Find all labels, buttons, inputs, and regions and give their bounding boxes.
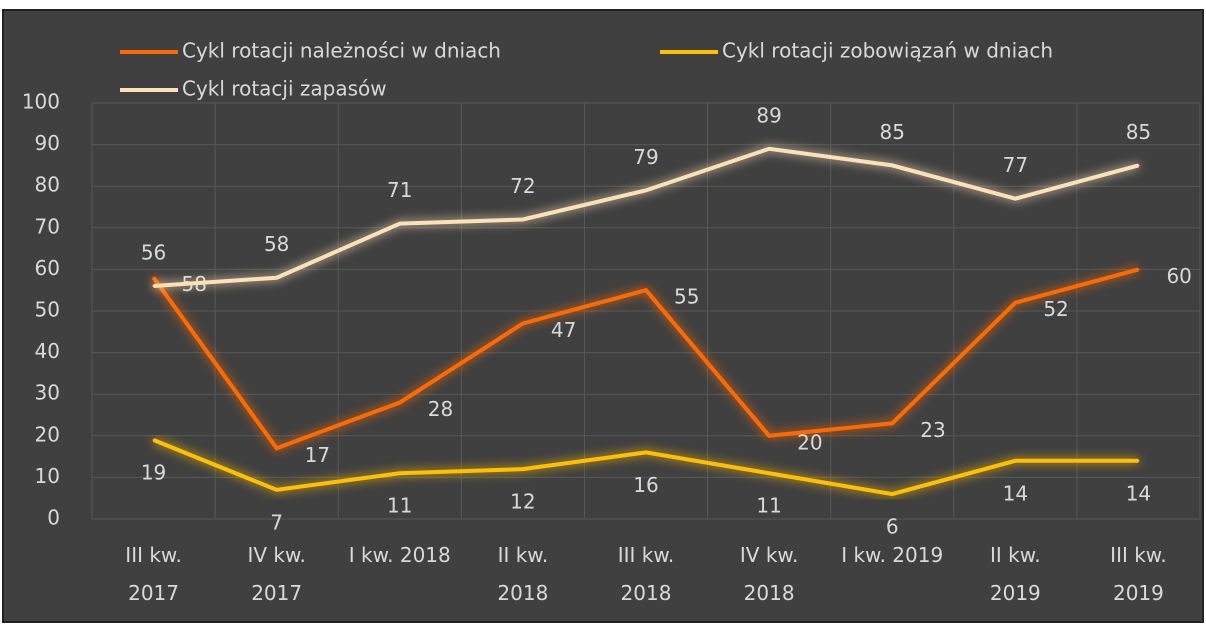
data-point bbox=[521, 468, 524, 471]
data-point bbox=[275, 276, 278, 279]
y-tick-label: 10 bbox=[35, 464, 60, 488]
x-tick-label-line: 2018 bbox=[744, 581, 795, 605]
data-point bbox=[1137, 268, 1140, 271]
data-label: 11 bbox=[387, 494, 412, 518]
data-label: 19 bbox=[141, 460, 166, 484]
data-point bbox=[1014, 301, 1017, 304]
x-tick-label: II kw. 2019 bbox=[990, 543, 1041, 605]
data-label: 11 bbox=[756, 494, 781, 518]
data-point bbox=[1014, 197, 1017, 200]
x-tick-label-line: II kw. bbox=[498, 543, 549, 567]
data-point bbox=[768, 147, 771, 150]
data-label: 16 bbox=[633, 473, 658, 497]
data-point bbox=[1137, 459, 1140, 462]
data-point bbox=[768, 434, 771, 437]
data-label: 56 bbox=[141, 241, 166, 265]
x-tick-label: IV kw. 2018 bbox=[740, 543, 798, 605]
y-tick-label: 100 bbox=[22, 90, 60, 114]
y-tick-label: 80 bbox=[35, 173, 60, 197]
y-tick-label: 40 bbox=[35, 339, 60, 363]
x-tick-label-line: 2018 bbox=[497, 581, 548, 605]
x-tick-label-line: 2019 bbox=[990, 581, 1041, 605]
legend-label: Cykl rotacji zobowiązań w dniach bbox=[722, 39, 1053, 63]
data-point bbox=[645, 189, 647, 192]
x-tick-label-line: III kw. bbox=[618, 543, 675, 567]
data-label: 47 bbox=[551, 318, 576, 342]
data-point bbox=[152, 438, 155, 441]
data-label: 77 bbox=[1003, 153, 1028, 177]
data-label: 17 bbox=[305, 443, 330, 467]
data-label: 60 bbox=[1166, 264, 1191, 288]
legend-label: Cykl rotacji należności w dniach bbox=[182, 39, 501, 63]
data-label: 85 bbox=[1126, 120, 1151, 144]
x-tick-label-line: II kw. bbox=[990, 543, 1041, 567]
y-tick-label: 30 bbox=[35, 381, 60, 405]
data-label: 72 bbox=[510, 174, 535, 198]
data-point bbox=[1137, 164, 1140, 167]
data-label: 52 bbox=[1043, 297, 1068, 321]
data-label: 14 bbox=[1003, 481, 1028, 505]
data-label: 79 bbox=[633, 145, 658, 169]
x-tick-label-line: IV kw. bbox=[247, 543, 305, 567]
data-point bbox=[521, 218, 524, 221]
data-point bbox=[891, 493, 894, 496]
x-tick-label-line: III kw. bbox=[1110, 543, 1167, 567]
data-point bbox=[521, 322, 524, 325]
data-label: 55 bbox=[674, 285, 699, 309]
x-tick-label: II kw. 2018 bbox=[497, 543, 548, 605]
y-tick-label: 60 bbox=[35, 256, 60, 280]
data-point bbox=[891, 422, 894, 425]
data-point bbox=[398, 222, 401, 225]
data-point bbox=[398, 472, 401, 475]
data-label: 20 bbox=[797, 430, 822, 454]
data-label: 12 bbox=[510, 490, 535, 514]
data-point bbox=[1014, 459, 1017, 462]
data-point bbox=[275, 488, 278, 491]
x-tick-label-line: III kw. bbox=[125, 543, 182, 567]
data-label: 89 bbox=[756, 103, 781, 127]
y-tick-label: 90 bbox=[35, 131, 60, 155]
x-tick-label-line: IV kw. bbox=[740, 543, 798, 567]
data-label: 14 bbox=[1126, 481, 1151, 505]
y-tick-label: 0 bbox=[47, 506, 60, 530]
data-label: 23 bbox=[920, 418, 945, 442]
data-point bbox=[645, 451, 647, 454]
data-point bbox=[891, 164, 894, 167]
x-tick-label-line: 2017 bbox=[128, 581, 179, 605]
x-tick-label: I kw. 2019 bbox=[841, 543, 943, 567]
x-tick-label: I kw. 2018 bbox=[349, 543, 451, 567]
data-label: 6 bbox=[886, 515, 899, 539]
x-tick-label-line: I kw. 2019 bbox=[841, 543, 943, 567]
data-label: 85 bbox=[879, 120, 904, 144]
y-tick-label: 20 bbox=[35, 422, 60, 446]
data-label: 7 bbox=[270, 510, 283, 534]
data-label: 58 bbox=[264, 232, 289, 256]
data-point bbox=[645, 289, 647, 292]
x-tick-label: III kw. 2017 bbox=[125, 543, 182, 605]
x-tick-label-line: 2018 bbox=[621, 581, 672, 605]
x-tick-label: III kw. 2018 bbox=[618, 543, 675, 605]
x-tick-label: III kw. 2019 bbox=[1110, 543, 1167, 605]
data-point bbox=[768, 472, 771, 475]
x-tick-label-line: I kw. 2018 bbox=[349, 543, 451, 567]
data-point bbox=[152, 285, 155, 288]
data-label: 28 bbox=[428, 397, 453, 421]
x-tick-label: IV kw. 2017 bbox=[247, 543, 305, 605]
legend-label: Cykl rotacji zapasów bbox=[182, 77, 387, 101]
y-tick-label: 70 bbox=[35, 214, 60, 238]
x-tick-label-line: 2017 bbox=[251, 581, 302, 605]
data-point bbox=[275, 447, 278, 450]
data-point bbox=[152, 276, 155, 279]
data-label: 71 bbox=[387, 178, 412, 202]
x-tick-label-line: 2019 bbox=[1113, 581, 1164, 605]
y-tick-label: 50 bbox=[35, 298, 60, 322]
data-point bbox=[398, 401, 401, 404]
